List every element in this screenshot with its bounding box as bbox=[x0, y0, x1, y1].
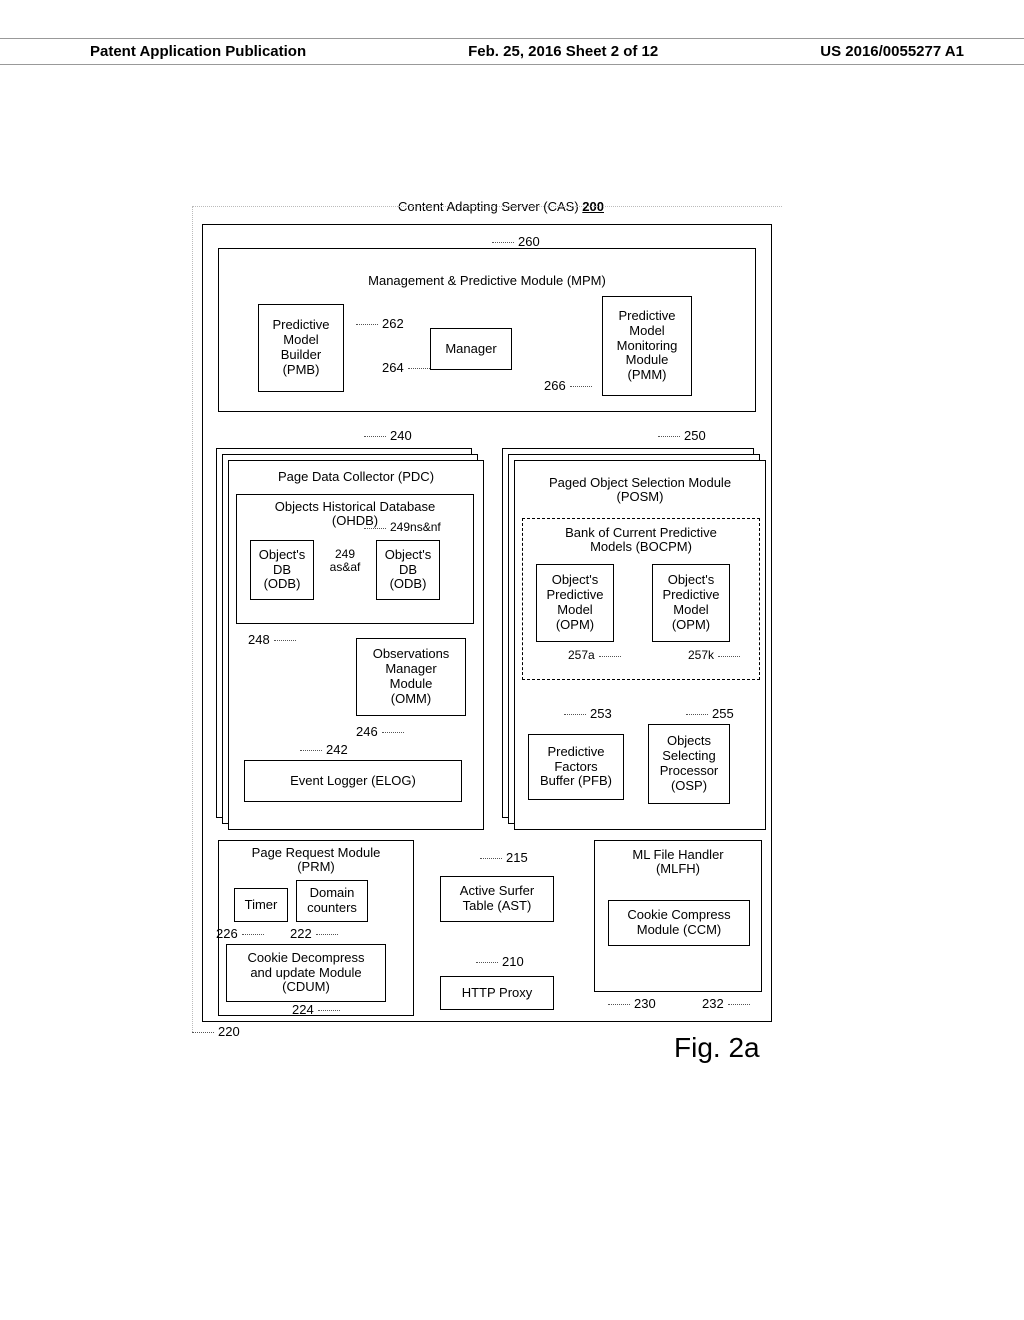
osp-box: Objects Selecting Processor (OSP) bbox=[648, 724, 730, 804]
ref-250: 250 bbox=[684, 428, 706, 443]
httpproxy-box: HTTP Proxy bbox=[440, 976, 554, 1010]
prm-title: Page Request Module (PRM) bbox=[218, 846, 414, 875]
cdum-box: Cookie Decompress and update Module (CDU… bbox=[226, 944, 386, 1002]
pmb-box: Predictive Model Builder (PMB) bbox=[258, 304, 344, 392]
opm-box-1: Object's Predictive Model (OPM) bbox=[536, 564, 614, 642]
ref-230: 230 bbox=[634, 996, 656, 1011]
elog-box: Event Logger (ELOG) bbox=[244, 760, 462, 802]
ref-262: 262 bbox=[382, 316, 404, 331]
header-left: Patent Application Publication bbox=[90, 43, 306, 60]
ref-257k: 257k bbox=[688, 648, 714, 662]
ref-240: 240 bbox=[390, 428, 412, 443]
odb-box-1: Object's DB (ODB) bbox=[250, 540, 314, 600]
ref-249nsnf: 249ns&nf bbox=[390, 520, 441, 534]
ref-257a: 257a bbox=[568, 648, 595, 662]
pfb-box: Predictive Factors Buffer (PFB) bbox=[528, 734, 624, 800]
ref-255: 255 bbox=[712, 706, 734, 721]
bocpm-title: Bank of Current Predictive Models (BOCPM… bbox=[522, 526, 760, 555]
ref-226: 226 bbox=[216, 926, 238, 941]
header-mid: Feb. 25, 2016 Sheet 2 of 12 bbox=[468, 43, 658, 60]
page-header: Patent Application Publication Feb. 25, … bbox=[0, 38, 1024, 65]
omm-box: Observations Manager Module (OMM) bbox=[356, 638, 466, 716]
domain-box: Domain counters bbox=[296, 880, 368, 922]
ref-248: 248 bbox=[248, 632, 270, 647]
mlfh-title: ML File Handler (MLFH) bbox=[594, 848, 762, 877]
ref-246: 246 bbox=[356, 724, 378, 739]
timer-box: Timer bbox=[234, 888, 288, 922]
ref-264: 264 bbox=[382, 360, 404, 375]
ref-210: 210 bbox=[502, 954, 524, 969]
pdc-title: Page Data Collector (PDC) bbox=[228, 470, 484, 484]
ref-230-txt: 230 bbox=[634, 996, 656, 1011]
opm-box-2: Object's Predictive Model (OPM) bbox=[652, 564, 730, 642]
posm-title: Paged Object Selection Module (POSM) bbox=[514, 476, 766, 505]
ref-220: 220 bbox=[218, 1024, 240, 1039]
ast-box: Active Surfer Table (AST) bbox=[440, 876, 554, 922]
ccm-box: Cookie Compress Module (CCM) bbox=[608, 900, 750, 946]
ref-249asaf: 249 as&af bbox=[322, 548, 368, 574]
manager-box: Manager bbox=[430, 328, 512, 370]
ref-222: 222 bbox=[290, 926, 312, 941]
ref-266: 266 bbox=[544, 378, 566, 393]
figure-label: Fig. 2a bbox=[674, 1032, 760, 1064]
ref-260: 260 bbox=[518, 234, 540, 249]
ref-232: 232 bbox=[702, 996, 724, 1011]
ref-224: 224 bbox=[292, 1002, 314, 1017]
header-right: US 2016/0055277 A1 bbox=[820, 43, 964, 60]
mpm-title: Management & Predictive Module (MPM) bbox=[218, 274, 756, 288]
odb-box-2: Object's DB (ODB) bbox=[376, 540, 440, 600]
ref-242: 242 bbox=[326, 742, 348, 757]
ref-215: 215 bbox=[506, 850, 528, 865]
pmm-box: Predictive Model Monitoring Module (PMM) bbox=[602, 296, 692, 396]
ref-253: 253 bbox=[590, 706, 612, 721]
